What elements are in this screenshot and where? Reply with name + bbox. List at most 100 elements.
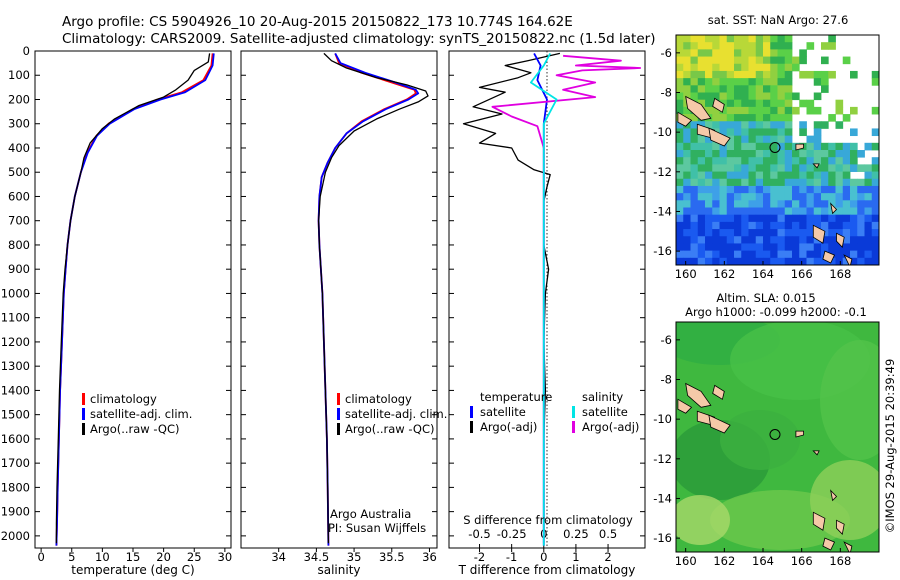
sst-cell bbox=[690, 221, 699, 230]
sst-cell bbox=[821, 214, 829, 223]
sst-cell bbox=[734, 63, 742, 72]
y-tick-label: 1400 bbox=[1, 383, 30, 397]
salinity-legend: climatology satellite-adj. clim. Argo(..… bbox=[337, 392, 447, 436]
x-tick-label: 2 bbox=[604, 550, 611, 564]
sst-cell bbox=[828, 221, 836, 230]
sst-cell bbox=[770, 193, 778, 201]
sst-cell bbox=[806, 257, 815, 265]
legend-s-argo-label: Argo(-adj) bbox=[582, 420, 639, 434]
sst-cell bbox=[777, 99, 786, 108]
sst-cell bbox=[799, 150, 807, 158]
sst-cell bbox=[697, 243, 706, 252]
sst-cell bbox=[763, 99, 771, 108]
sst-cell bbox=[719, 171, 728, 180]
sst-cell bbox=[821, 85, 829, 93]
sst-cell bbox=[784, 171, 793, 180]
sst-cell bbox=[712, 171, 720, 180]
island bbox=[795, 143, 804, 151]
sst-cell bbox=[799, 236, 807, 244]
island bbox=[843, 254, 853, 265]
x-tick-label: 15 bbox=[126, 550, 141, 564]
sst-cell bbox=[748, 56, 757, 65]
sst-cell bbox=[821, 78, 829, 86]
sla-map-subtitle: Argo h1000: -0.099 h2000: -0.1 bbox=[685, 305, 867, 319]
sst-cell bbox=[690, 193, 699, 201]
sst-cell bbox=[770, 99, 778, 108]
difference-legend: temperature satellite Argo(-adj) salinit… bbox=[470, 390, 639, 434]
y-tick-label: 200 bbox=[8, 92, 30, 106]
sst-cell bbox=[683, 128, 691, 137]
sst-cell bbox=[676, 243, 684, 252]
sst-cell bbox=[726, 128, 735, 137]
sst-cell bbox=[683, 150, 691, 158]
sst-cell bbox=[712, 85, 720, 93]
sst-cell bbox=[755, 78, 764, 86]
sst-cell bbox=[806, 157, 815, 165]
sst-cell bbox=[828, 114, 836, 122]
sst-cell bbox=[784, 250, 793, 259]
sst-cell bbox=[784, 150, 793, 158]
sst-cell bbox=[741, 49, 749, 57]
sst-cell bbox=[806, 243, 815, 252]
lat-tick-label: -14 bbox=[653, 491, 672, 505]
sst-cell bbox=[734, 178, 742, 187]
sst-cell bbox=[741, 106, 749, 115]
sst-cell bbox=[712, 193, 720, 201]
sst-cell bbox=[813, 214, 822, 223]
lat-tick-label: -8 bbox=[661, 373, 672, 387]
sst-cell bbox=[726, 70, 735, 79]
sst-cell bbox=[726, 63, 735, 72]
sst-cell bbox=[697, 85, 706, 93]
sst-cell bbox=[828, 214, 836, 223]
sst-cell bbox=[799, 257, 807, 265]
sst-cell bbox=[806, 171, 815, 180]
sst-cell bbox=[755, 214, 764, 223]
sst-cell bbox=[734, 70, 742, 79]
sst-cell bbox=[857, 236, 865, 244]
sst-cell bbox=[712, 178, 720, 187]
sst-cell bbox=[784, 99, 793, 108]
sst-cell bbox=[697, 35, 706, 43]
sst-cell bbox=[712, 92, 720, 101]
sst-cell bbox=[683, 185, 691, 194]
sst-cell bbox=[683, 250, 691, 259]
sst-cell bbox=[799, 178, 807, 187]
sst-cell bbox=[705, 70, 713, 79]
sst-cell bbox=[755, 229, 764, 237]
sst-cell bbox=[755, 193, 764, 201]
y-tick-label: 1100 bbox=[1, 311, 30, 325]
sst-cell bbox=[697, 49, 706, 57]
sst-cell bbox=[813, 70, 822, 79]
sst-cell bbox=[835, 106, 844, 115]
sst-cell bbox=[792, 63, 800, 72]
sst-cell bbox=[734, 121, 742, 129]
sst-cell bbox=[828, 185, 836, 194]
sst-cell bbox=[755, 250, 764, 259]
sst-cell bbox=[690, 85, 699, 93]
legend-satellite-swatch bbox=[337, 408, 340, 420]
sst-cell bbox=[857, 250, 865, 259]
lon-tick-label: 160 bbox=[675, 267, 697, 281]
sst-cell bbox=[719, 114, 728, 122]
sst-cell bbox=[741, 99, 749, 108]
sst-cell bbox=[719, 164, 728, 172]
sst-cell bbox=[734, 35, 742, 43]
sst-cell bbox=[683, 214, 691, 223]
legend-climatology-swatch bbox=[82, 393, 85, 405]
sst-cell bbox=[871, 171, 879, 180]
sst-cell bbox=[697, 99, 706, 108]
sst-cell bbox=[683, 178, 691, 187]
sst-cell bbox=[777, 85, 786, 93]
legend-climatology-label: climatology bbox=[90, 392, 157, 406]
sst-cell bbox=[871, 106, 879, 115]
lon-tick-label: 162 bbox=[713, 267, 735, 281]
sst-cell bbox=[777, 164, 786, 172]
sst-cell bbox=[705, 42, 713, 50]
sst-cell bbox=[734, 85, 742, 93]
sst-cell bbox=[676, 157, 684, 165]
sst-cell bbox=[857, 150, 865, 158]
sst-cell bbox=[763, 92, 771, 101]
sst-cell bbox=[726, 157, 735, 165]
sst-cell bbox=[690, 42, 699, 50]
island bbox=[836, 519, 845, 536]
